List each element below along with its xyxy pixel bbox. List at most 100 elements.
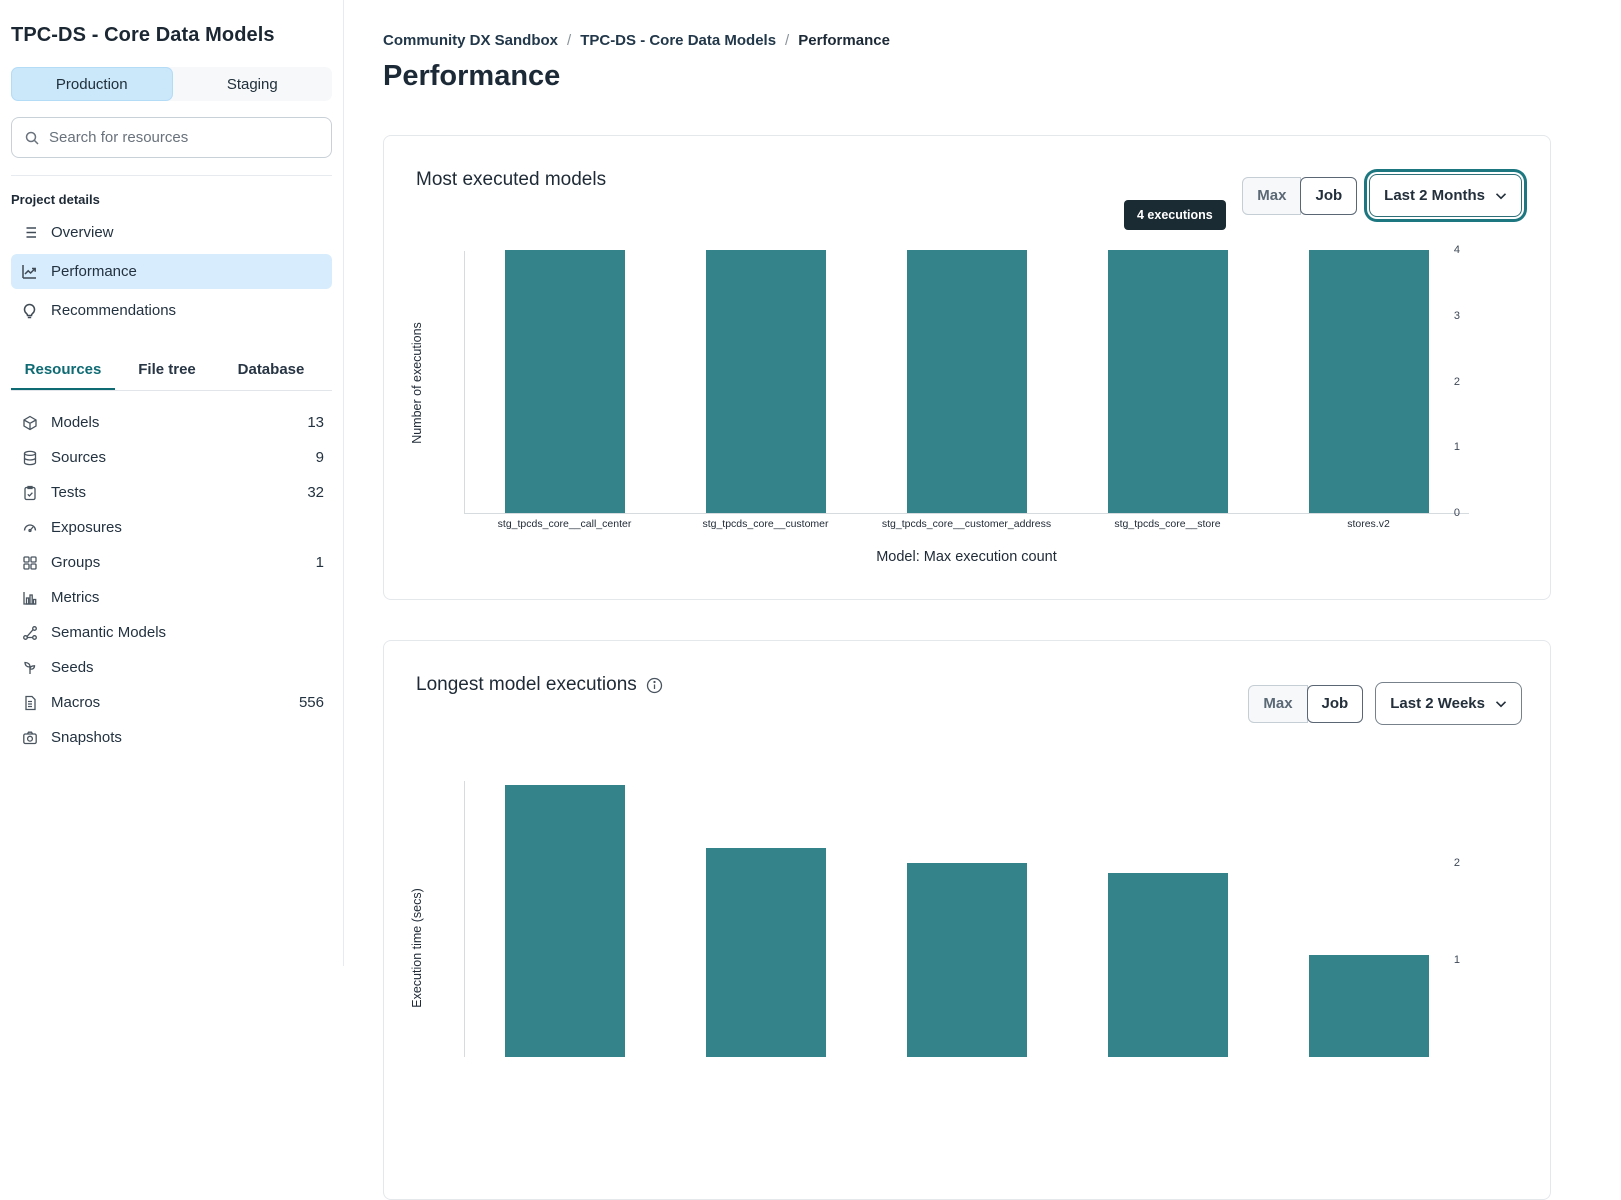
resource-row-groups[interactable]: Groups 1	[11, 545, 332, 580]
card-title: Longest model executions	[416, 674, 663, 696]
project-title: TPC-DS - Core Data Models	[11, 24, 275, 46]
breadcrumb: Community DX Sandbox / TPC-DS - Core Dat…	[383, 32, 890, 49]
bar-chart: 0 1 2 3 4	[464, 244, 1469, 519]
max-toggle-button[interactable]: Max	[1248, 684, 1308, 723]
resource-row-macros[interactable]: Macros 556	[11, 685, 332, 720]
seeds-icon	[21, 659, 38, 676]
resource-label: Seeds	[51, 659, 94, 676]
bar[interactable]	[505, 785, 626, 1057]
sidebar-item-performance[interactable]: Performance	[11, 254, 332, 289]
max-job-toggle: Max Job	[1242, 176, 1358, 215]
resource-row-sources[interactable]: Sources 9	[11, 440, 332, 475]
x-axis-tick-label: stores.v2	[1347, 518, 1390, 530]
job-toggle-button[interactable]: Job	[1300, 176, 1358, 215]
resource-count: 9	[315, 449, 324, 466]
x-axis-tick-label: stg_tpcds_core__call_center	[497, 518, 632, 530]
resource-count: 13	[307, 414, 324, 431]
environment-production-button[interactable]: Production	[11, 67, 173, 101]
exposures-icon	[21, 519, 38, 536]
list-details-icon	[21, 224, 38, 241]
breadcrumb-item-project-root[interactable]: Community DX Sandbox	[383, 32, 559, 49]
resource-label: Models	[51, 414, 100, 431]
resource-count: 1	[315, 554, 324, 571]
resource-list: Models 13 Sources 9 Tests 32 Exposures Groups 1 M…	[11, 405, 332, 755]
tab-file-tree[interactable]: File tree	[138, 361, 196, 378]
chart-tooltip: 4 executions	[1124, 200, 1226, 230]
time-range-select[interactable]: Last 2 Weeks	[1375, 682, 1522, 725]
search-box[interactable]	[11, 117, 332, 158]
main-content: Community DX Sandbox / TPC-DS - Core Dat…	[345, 0, 1621, 1200]
resource-row-seeds[interactable]: Seeds	[11, 650, 332, 685]
bar[interactable]	[505, 250, 626, 513]
resource-row-tests[interactable]: Tests 32	[11, 475, 332, 510]
resource-row-metrics[interactable]: Metrics	[11, 580, 332, 615]
y-axis-label: Number of executions	[410, 322, 424, 444]
bar[interactable]	[906, 863, 1027, 1057]
y-axis-tick: 4	[1453, 244, 1460, 256]
y-axis-tick: 3	[1453, 309, 1460, 322]
x-axis-caption: Model: Max execution count	[876, 549, 1057, 565]
sidebar-item-overview[interactable]: Overview	[11, 215, 332, 250]
y-axis-tick: 2	[1453, 375, 1460, 388]
breadcrumb-separator: /	[785, 32, 790, 49]
resource-row-snapshots[interactable]: Snapshots	[11, 720, 332, 755]
sidebar-divider	[11, 175, 332, 176]
job-toggle-button[interactable]: Job	[1306, 684, 1364, 723]
sidebar-tabs: Resources File tree Database	[11, 352, 332, 391]
max-job-toggle: Max Job	[1248, 684, 1364, 723]
resource-label: Sources	[51, 449, 107, 466]
bar[interactable]	[1107, 250, 1228, 513]
bar[interactable]	[706, 848, 827, 1057]
metrics-icon	[21, 589, 38, 606]
project-details-label: Project details	[11, 192, 100, 207]
info-icon[interactable]	[646, 677, 663, 694]
x-axis-tick-label: stg_tpcds_core__store	[1114, 518, 1221, 530]
trend-chart-icon	[21, 263, 38, 280]
environment-staging-button[interactable]: Staging	[226, 75, 278, 93]
environment-toggle: Production Staging	[11, 67, 332, 101]
resource-row-exposures[interactable]: Exposures	[11, 510, 332, 545]
y-axis-tick: 1	[1453, 441, 1460, 454]
max-toggle-button[interactable]: Max	[1242, 176, 1302, 215]
card-title: Most executed models	[416, 169, 607, 190]
resource-count: 556	[298, 694, 324, 711]
semantic-models-icon	[21, 624, 38, 641]
y-axis-tick: 1	[1453, 954, 1460, 966]
search-input[interactable]	[49, 129, 319, 146]
x-axis-tick-label: stg_tpcds_core__customer	[702, 518, 829, 530]
resource-label: Semantic Models	[51, 624, 167, 641]
x-axis-tick-label: stg_tpcds_core__customer_address	[881, 518, 1052, 530]
resource-label: Macros	[51, 694, 101, 711]
resource-label: Snapshots	[51, 729, 122, 746]
bar[interactable]	[1308, 955, 1429, 1057]
most-executed-models-card: Most executed models Max Job Last 2 Mont…	[383, 135, 1551, 600]
macros-icon	[21, 694, 38, 711]
bar[interactable]	[1107, 872, 1228, 1057]
breadcrumb-item-project[interactable]: TPC-DS - Core Data Models	[580, 32, 777, 49]
time-range-value: Last 2 Weeks	[1390, 695, 1485, 712]
resource-label: Exposures	[51, 519, 122, 536]
resource-row-semantic-models[interactable]: Semantic Models	[11, 615, 332, 650]
time-range-value: Last 2 Months	[1384, 187, 1485, 204]
resource-label: Groups	[51, 554, 101, 571]
x-axis-labels: stg_tpcds_core__call_center stg_tpcds_cor…	[464, 518, 1469, 530]
groups-icon	[21, 554, 38, 571]
search-icon	[24, 130, 40, 146]
chart-controls: Max Job Last 2 Weeks	[1248, 682, 1522, 725]
breadcrumb-item-current: Performance	[798, 32, 890, 49]
resource-row-models[interactable]: Models 13	[11, 405, 332, 440]
resource-count: 32	[307, 484, 324, 501]
resource-label: Metrics	[51, 589, 100, 606]
lightbulb-icon	[21, 302, 38, 319]
bar[interactable]	[1308, 250, 1429, 513]
sidebar: TPC-DS - Core Data Models Production Sta…	[0, 0, 344, 966]
breadcrumb-separator: /	[567, 32, 572, 49]
models-icon	[21, 414, 38, 431]
bar[interactable]	[906, 250, 1027, 513]
tab-resources[interactable]: Resources	[11, 352, 115, 390]
sidebar-item-recommendations[interactable]: Recommendations	[11, 293, 332, 328]
bar[interactable]	[706, 250, 827, 513]
time-range-select[interactable]: Last 2 Months	[1369, 174, 1522, 217]
tab-database[interactable]: Database	[237, 361, 305, 378]
